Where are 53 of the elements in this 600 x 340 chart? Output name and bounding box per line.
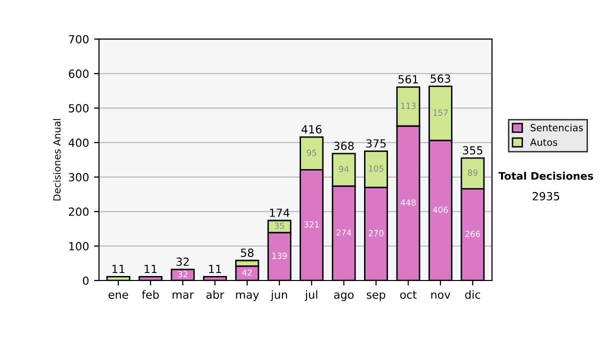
- data-label: 321: [304, 221, 319, 228]
- total-label: 11: [112, 264, 124, 274]
- total-label: 563: [430, 74, 450, 83]
- data-label: 274: [336, 229, 352, 236]
- y-axis-title: Decisiones Anual: [53, 119, 61, 200]
- total-label: 375: [366, 139, 386, 148]
- total-label: 561: [398, 75, 418, 84]
- data-label: 113: [401, 102, 416, 109]
- total-label: 368: [334, 142, 354, 150]
- x-tick-label: ago: [334, 292, 354, 301]
- y-tick-label: 0: [82, 276, 89, 285]
- data-label: 105: [368, 165, 384, 172]
- x-tick-label: dic: [465, 290, 480, 299]
- y-tick-label: 300: [68, 173, 89, 182]
- y-tick-label: 200: [68, 208, 89, 216]
- data-label: 42: [242, 269, 252, 276]
- total-label: 416: [302, 125, 322, 134]
- x-tick-label: sep: [366, 292, 386, 301]
- y-tick-label: 400: [68, 138, 89, 147]
- total-label: 11: [209, 264, 222, 274]
- x-tick-label: abr: [206, 290, 224, 299]
- x-tick-label: jul: [304, 290, 318, 301]
- y-tick-label: 700: [68, 35, 89, 44]
- data-label: 448: [400, 199, 416, 206]
- data-label: 32: [178, 271, 188, 278]
- y-tick-label: 100: [69, 242, 89, 250]
- total-label: 32: [176, 258, 189, 266]
- legend-label: Sentencias: [530, 124, 583, 132]
- x-tick-label: jun: [270, 290, 288, 301]
- legend-label: Autos: [530, 138, 558, 146]
- data-label: 95: [306, 150, 316, 156]
- data-label: 270: [368, 230, 384, 236]
- data-label: 406: [432, 206, 448, 213]
- x-tick-label: oct: [400, 290, 417, 299]
- text: 2935: [532, 192, 560, 200]
- x-tick-label: may: [236, 292, 259, 301]
- total-label: 58: [240, 248, 254, 257]
- data-label: 89: [468, 170, 478, 176]
- data-label: 139: [272, 252, 287, 259]
- total-label: 355: [462, 146, 482, 155]
- x-tick-label: feb: [142, 290, 159, 299]
- x-tick-label: ene: [108, 292, 128, 299]
- x-tick-label: mar: [172, 292, 194, 299]
- total-label: 11: [144, 264, 157, 274]
- total-label: 174: [270, 208, 290, 217]
- data-label: 35: [274, 222, 284, 229]
- data-label: 157: [433, 110, 448, 116]
- x-tick-label: nov: [431, 292, 450, 299]
- data-label: 266: [465, 230, 480, 238]
- text: Total Decisiones: [498, 172, 594, 180]
- data-label: 94: [339, 166, 349, 172]
- y-tick-label: 500: [68, 104, 89, 112]
- y-tick-label: 600: [68, 70, 89, 78]
